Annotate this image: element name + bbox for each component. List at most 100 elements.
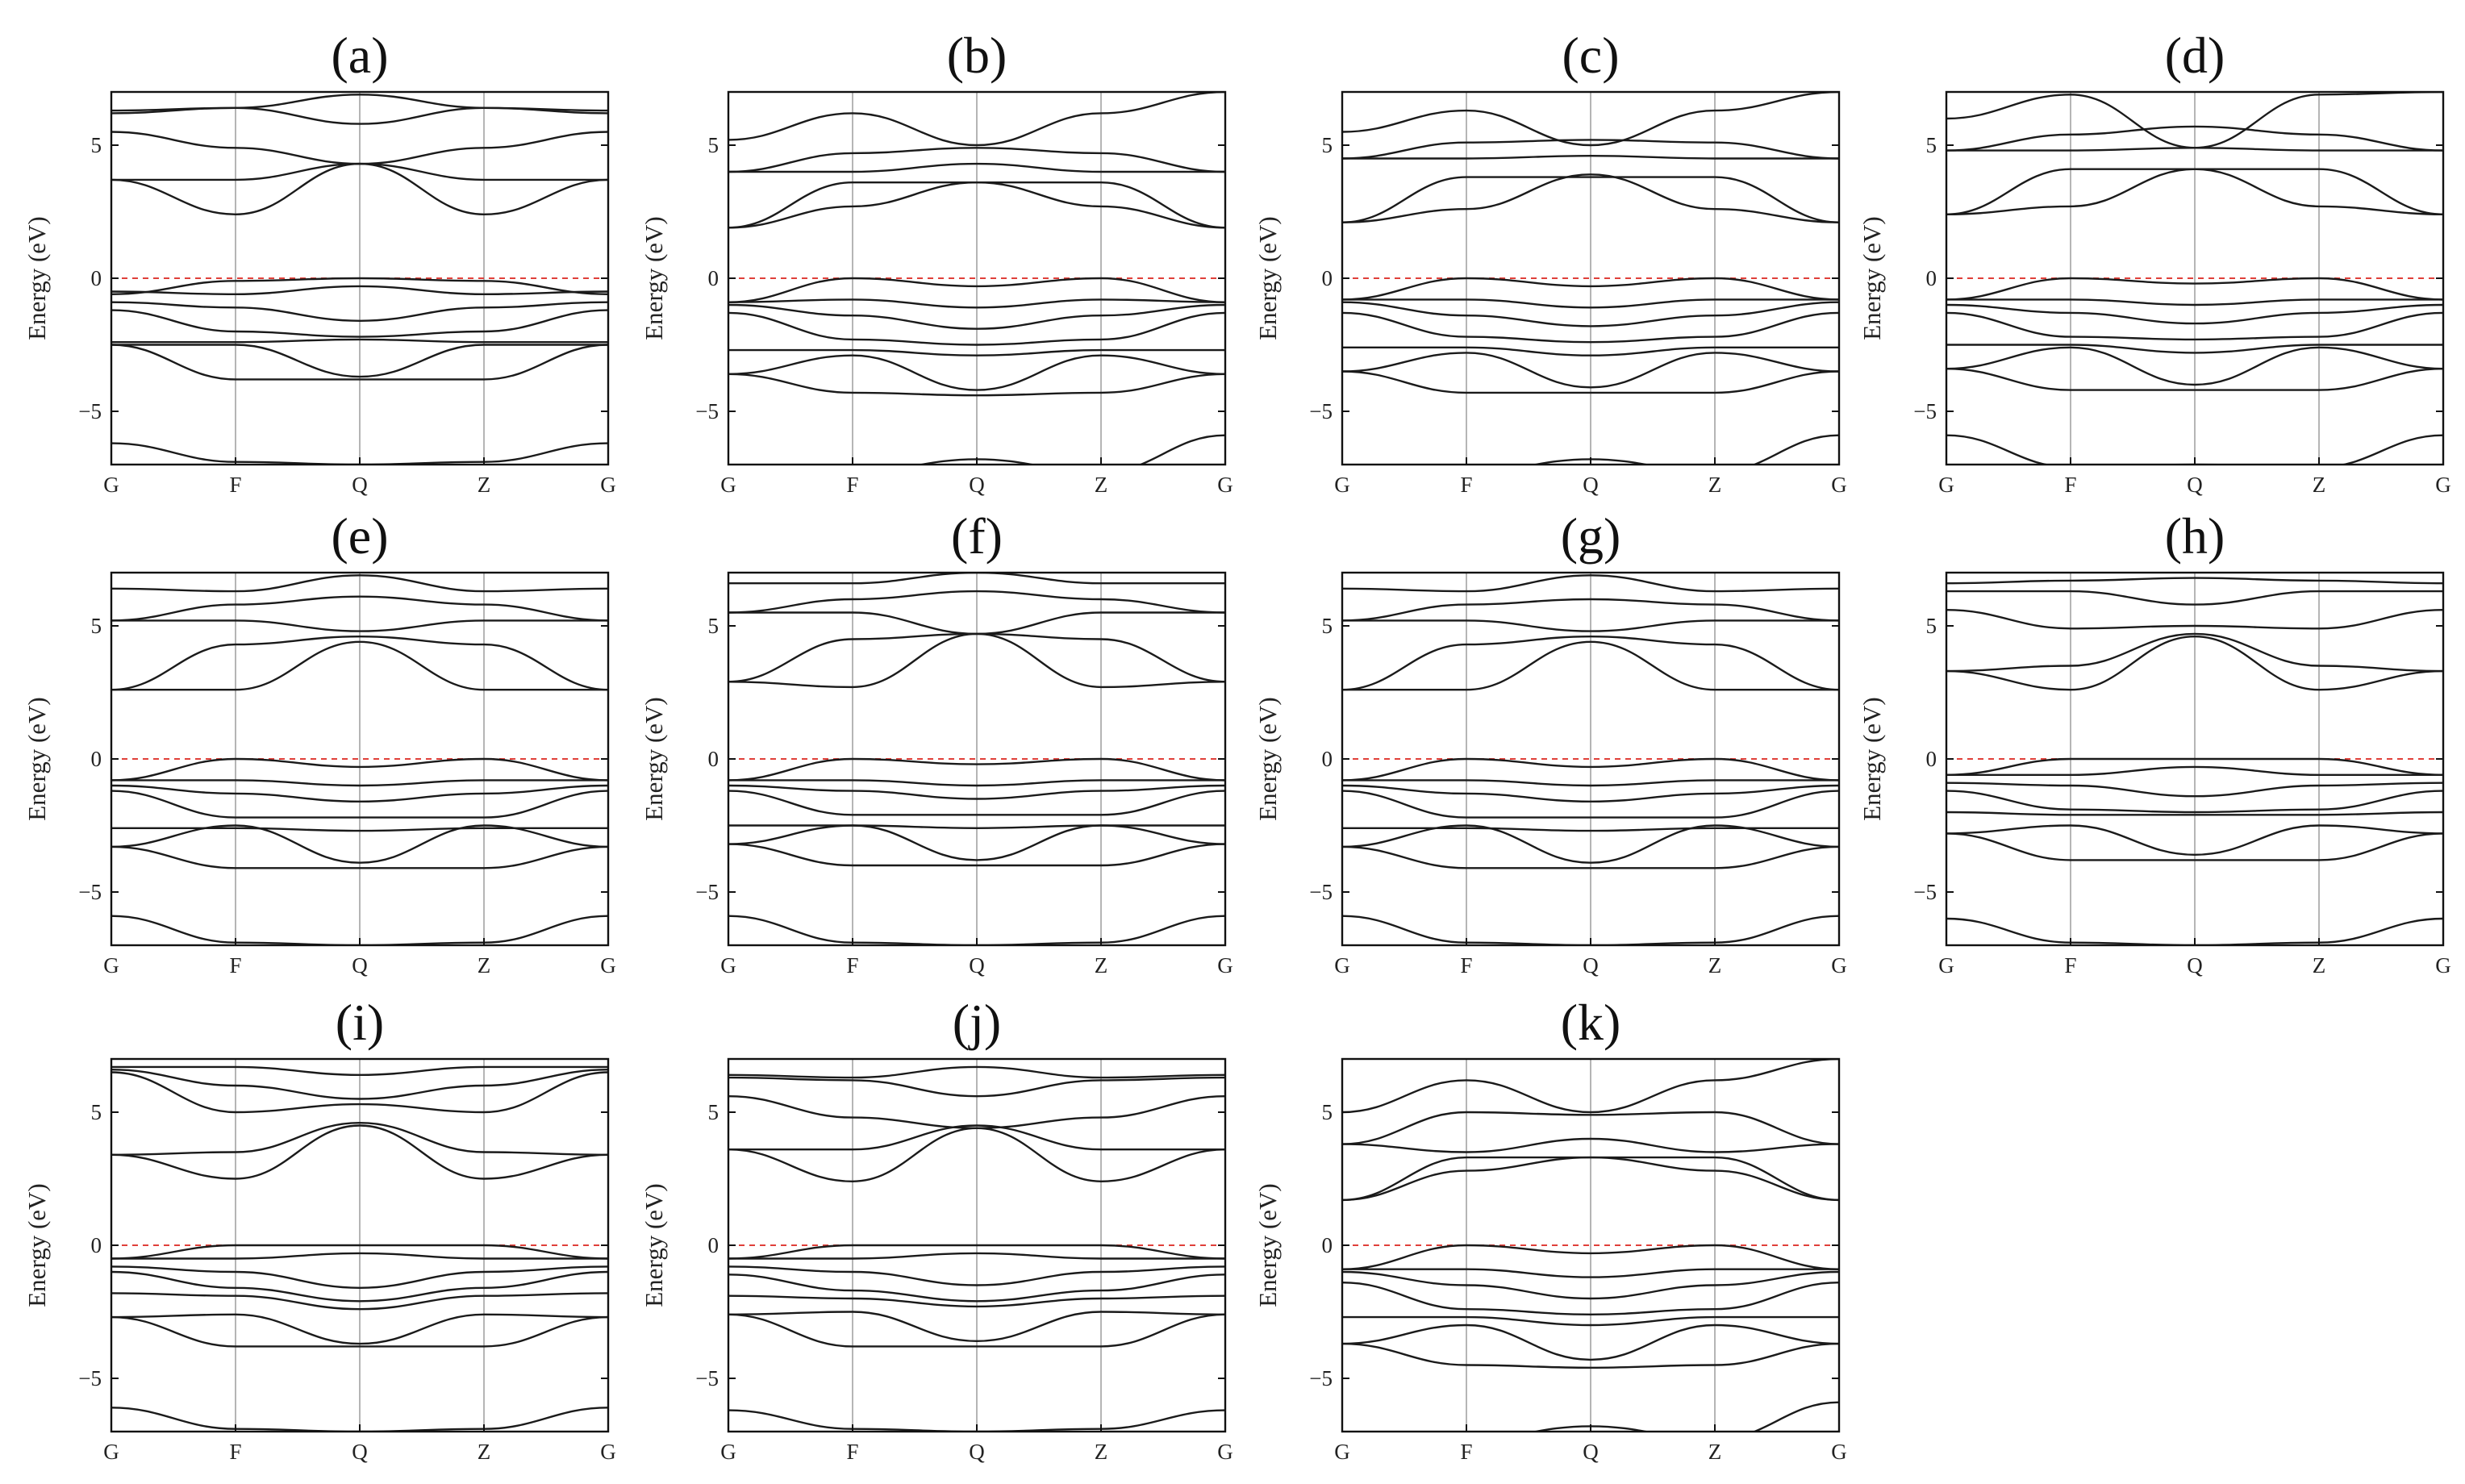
band-line [1342,1059,1839,1114]
y-tick-label: −5 [695,1366,719,1390]
band-line [111,301,608,322]
band-line [728,757,1225,782]
kpoint-label: Q [1583,953,1599,978]
kpoint-label: G [103,953,119,978]
kpoint-label: F [846,953,858,978]
band-group [111,574,608,945]
y-tick-label: 5 [91,1100,102,1124]
band-line [728,354,1225,391]
band-panel: (h) −5 0 5 G F Q Z G Energy (eV) [1858,507,2451,978]
band-line [1946,917,2443,945]
kpoint-label: G [600,1440,616,1464]
band-line [728,373,1225,397]
y-tick-label: 5 [91,133,102,157]
kpoint-label: G [1217,953,1233,978]
kpoint-label: G [600,953,616,978]
band-line [1342,619,1839,632]
band-line [1946,824,2443,856]
y-tick-label: 5 [708,1100,719,1124]
band-line [1342,845,1839,869]
y-axis-label: Energy (eV) [640,697,668,821]
kpoint-label: Z [1708,1440,1722,1464]
band-line [1342,346,1839,356]
band-line [111,1407,608,1432]
band-group [1342,574,1839,945]
band-line [1342,139,1839,160]
band-line [111,845,608,869]
band-line [728,1313,1225,1348]
band-line [728,181,1225,229]
kpoint-label: F [2064,473,2076,497]
y-axis-label: Energy (eV) [23,216,51,340]
band-group [111,94,608,465]
band-line [1946,636,2443,691]
kpoint-label: G [1938,953,1954,978]
band-line [1342,784,1839,802]
band-line [1342,173,1839,223]
kpoint-label: Q [1583,1440,1599,1464]
band-line [111,344,608,378]
y-axis-label: Energy (eV) [1253,697,1282,821]
band-line [111,285,608,295]
kpoint-label: Z [1095,1440,1108,1464]
band-line [111,94,608,112]
y-tick-label: 0 [708,266,719,290]
kpoint-label: G [103,473,119,497]
kpoint-label: G [103,1440,119,1464]
y-axis-label: Energy (eV) [640,216,668,340]
band-line [111,1124,608,1180]
y-axis-label: Energy (eV) [640,1183,668,1307]
band-line [111,131,608,165]
band-line [111,1313,608,1345]
band-panel: (d) −5 0 5 G F Q Z G Energy (eV) [1858,27,2451,497]
kpoint-label: G [2435,473,2451,497]
band-line [728,824,1225,829]
band-line [728,1294,1225,1308]
panel-title: (g) [1561,507,1621,565]
band-line [1946,609,2443,630]
band-line [111,915,608,945]
band-line [728,843,1225,867]
y-tick-label: 0 [1926,266,1937,290]
kpoint-label: Z [1708,473,1722,497]
band-line [111,1292,608,1311]
band-line [1342,636,1839,691]
band-line [728,790,1225,816]
panel-title: (e) [331,507,388,565]
panel-title: (d) [2165,27,2225,84]
band-line [1342,1282,1839,1315]
band-line [111,277,608,295]
kpoint-label: F [229,1440,241,1464]
kpoint-label: F [2064,953,2076,978]
band-line [1946,577,2443,585]
kpoint-label: F [229,953,241,978]
y-axis-label: Energy (eV) [1253,1183,1282,1307]
panel-title: (b) [947,27,1007,84]
band-line [728,824,1225,861]
band-line [111,790,608,819]
band-panel: (j) −5 0 5 G F Q Z G Energy (eV) [640,994,1233,1464]
band-line [1342,370,1839,394]
y-tick-label: 5 [91,614,102,638]
y-tick-label: −5 [1913,399,1937,423]
y-tick-label: −5 [1309,399,1333,423]
band-line [728,1124,1225,1151]
y-tick-label: 5 [708,614,719,638]
y-tick-label: −5 [1913,880,1937,904]
kpoint-label: G [720,473,736,497]
y-tick-label: −5 [78,1366,102,1390]
band-line [1946,434,2443,465]
kpoint-label: Q [2187,953,2203,978]
band-group [1946,577,2443,945]
band-line [1342,824,1839,864]
kpoint-label: G [1334,473,1350,497]
panel-title: (c) [1562,27,1619,84]
band-line [728,590,1225,614]
band-line [1946,790,2443,814]
band-line [1946,765,2443,777]
kpoint-label: Q [969,473,985,497]
band-line [111,338,608,344]
kpoint-label: G [1938,473,1954,497]
kpoint-label: Z [478,1440,491,1464]
band-line [111,595,608,622]
